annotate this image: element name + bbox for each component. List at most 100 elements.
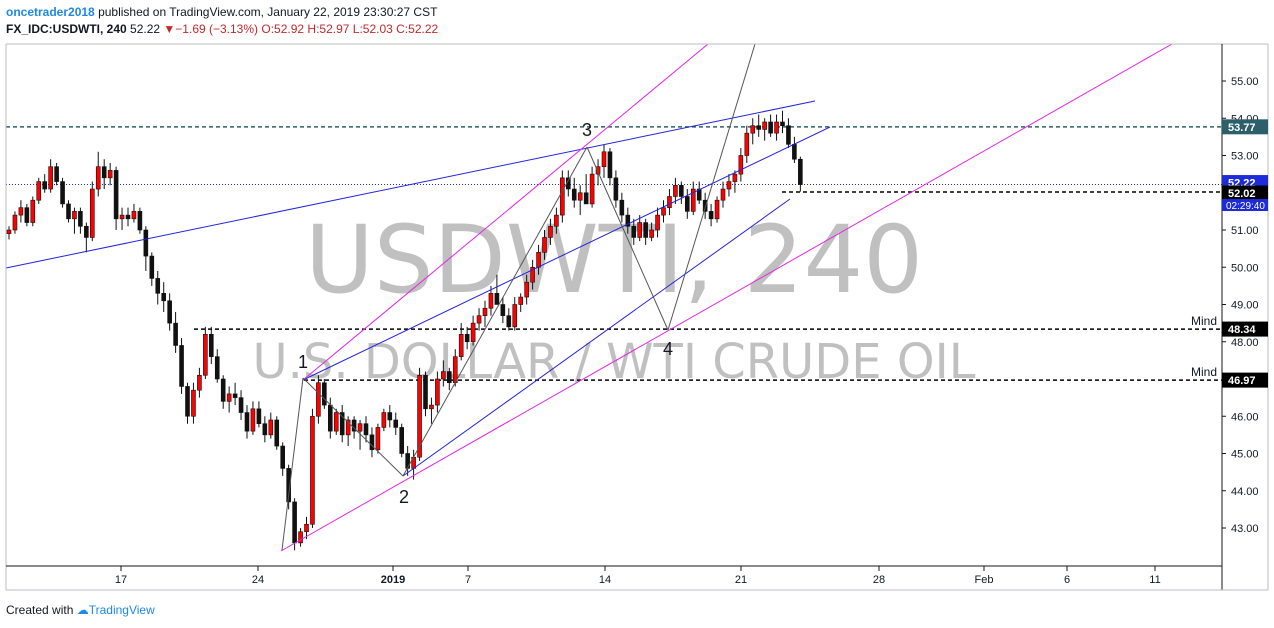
trendline-lower-blue (402, 198, 791, 477)
candle-body (155, 278, 161, 294)
candle-body (673, 185, 678, 197)
candle-body (435, 378, 440, 406)
candle-body (280, 445, 286, 469)
price-tick-label: 46.00 (1231, 411, 1259, 423)
tradingview-link[interactable]: TradingView (88, 603, 155, 617)
candle-body (95, 166, 101, 190)
candle-body (690, 188, 696, 212)
price-label-text: 46.97 (1228, 375, 1256, 387)
candle-body (30, 199, 36, 223)
candle-body (48, 166, 53, 190)
candle-body (684, 196, 690, 212)
horizontal-levels: Mind Mind (6, 126, 1222, 381)
candle-body (387, 412, 393, 421)
candle-body (458, 333, 464, 357)
wave-label: 3 (582, 120, 592, 140)
time-tick-label: 7 (465, 574, 471, 586)
candle-body (643, 222, 648, 238)
candle-body (24, 207, 30, 223)
price-label-text: 48.34 (1228, 324, 1256, 336)
candle-body (66, 203, 71, 220)
candle-body (494, 293, 500, 305)
candle-body (143, 229, 149, 257)
level-label: Mind (1191, 314, 1217, 328)
price-change: −1.69 (−3.13%) (175, 22, 259, 36)
price-label-box (1222, 185, 1268, 201)
countdown-text: 02:29:40 (1226, 201, 1265, 212)
candle-body (518, 296, 524, 305)
candle-body (399, 427, 405, 454)
candle-body (137, 211, 143, 231)
price-tick-label: 55.00 (1231, 76, 1259, 88)
candle-body (101, 166, 107, 179)
candle-body (732, 173, 738, 182)
candle-body (542, 237, 547, 253)
watermark-symbol: USDWTI, 240 (305, 206, 923, 315)
candle-body (322, 382, 327, 406)
candle-body (452, 356, 458, 384)
candle-body (84, 225, 89, 238)
price-tick-label: 51.00 (1231, 225, 1259, 237)
candle-body (500, 304, 506, 316)
candle-body (506, 315, 512, 328)
candle-body (209, 333, 214, 357)
candle-body (393, 419, 399, 428)
candle-body (744, 132, 750, 156)
candle-body (536, 252, 541, 268)
candle-body (369, 434, 375, 451)
candle-body (18, 207, 24, 216)
candle-body (786, 125, 791, 145)
candle-body (512, 304, 518, 328)
candle-body (482, 307, 488, 316)
symbol-title[interactable]: FX_IDC:USDWTI, 240 (6, 22, 127, 36)
candle-body (60, 181, 65, 205)
wave-leg (586, 146, 669, 331)
price-tick-label: 44.00 (1231, 486, 1259, 498)
trendline-mid-blue (302, 126, 831, 381)
candle-body (292, 501, 297, 544)
candle-body (78, 211, 83, 227)
candle-body (774, 121, 779, 134)
wave-label: 4 (663, 339, 673, 359)
price-tick-label: 43.00 (1231, 523, 1259, 535)
candle-body (601, 151, 607, 167)
channel-upper-magenta (302, 43, 709, 381)
price-label-text: 53.77 (1228, 122, 1256, 134)
candle-body (554, 214, 559, 227)
candle-body (577, 192, 583, 201)
candle-body (696, 188, 702, 201)
channel-lower-magenta (280, 43, 1173, 552)
wave-leg (281, 377, 304, 551)
candle-body (316, 382, 321, 417)
candle-body (589, 173, 595, 205)
candle-body (244, 412, 250, 432)
time-axis[interactable]: 17 24 2019 7 14 21 28 Feb 6 11 (115, 566, 1161, 586)
price-axis[interactable]: 43.0044.0045.0046.0047.0048.0049.0050.00… (1222, 76, 1259, 535)
candle-body (762, 121, 767, 130)
candle-body (583, 192, 589, 205)
candle-body (113, 170, 119, 220)
author-link[interactable]: oncetrader2018 (6, 5, 95, 19)
candle-body (286, 468, 291, 503)
candle-body (125, 214, 131, 220)
candle-body (220, 378, 226, 402)
price-tick-label: 45.00 (1231, 449, 1259, 461)
time-tick-label: 17 (115, 574, 127, 586)
candle-body (42, 181, 48, 190)
candle-body (119, 214, 125, 220)
trendline-upper-blue (5, 100, 816, 269)
countdown-box (1222, 199, 1268, 212)
created-with-text: Created with (6, 603, 74, 617)
price-tick-label: 48.00 (1231, 337, 1259, 349)
candle-body (226, 393, 232, 402)
candle-body (720, 188, 726, 201)
price-tick-label: 53.00 (1231, 151, 1259, 163)
candle-body (197, 374, 202, 391)
price-tick-label: 49.00 (1231, 300, 1259, 312)
candle-body (149, 255, 155, 279)
candle-body (36, 181, 42, 201)
candle-body (595, 166, 601, 175)
candle-body (298, 531, 303, 544)
